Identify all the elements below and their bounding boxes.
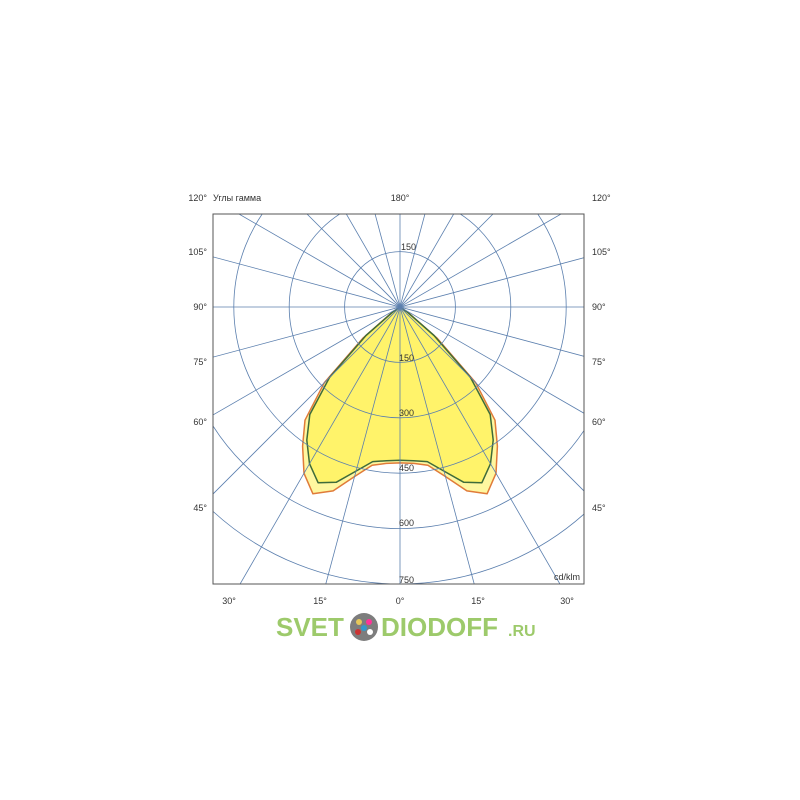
angle-label-left: 90°: [193, 302, 207, 312]
angle-label-right: 105°: [592, 247, 611, 257]
angle-label-left: 45°: [193, 503, 207, 513]
angle-label-left: 120°: [188, 193, 207, 203]
ring-label: 600: [399, 518, 414, 528]
chart-frame: [212, 213, 585, 585]
watermark-suffix: .RU: [508, 623, 536, 640]
upper-ring-label: 150: [401, 242, 416, 252]
angle-label-right: 75°: [592, 357, 606, 367]
angle-label-bottom: 30°: [222, 596, 236, 606]
spoke-165: [325, 214, 426, 584]
angle-label-bottom: 15°: [313, 596, 327, 606]
top-angle-label: 180°: [391, 193, 410, 203]
angle-label-left: 105°: [188, 247, 207, 257]
ring-label: 450: [399, 463, 414, 473]
angle-label-right: 45°: [592, 503, 606, 513]
watermark-text-left: SVET: [276, 612, 344, 642]
angle-label-right: 60°: [592, 417, 606, 427]
ring-label: 300: [399, 408, 414, 418]
watermark-text-right: DIODOFF: [381, 612, 498, 642]
ring-label: 150: [399, 353, 414, 363]
angle-label-bottom: 15°: [471, 596, 485, 606]
ring-label: 750: [399, 575, 414, 585]
title-label: Углы гамма: [213, 193, 261, 203]
angle-label-right: 90°: [592, 302, 606, 312]
angle-label-left: 60°: [193, 417, 207, 427]
angle-label-bottom: 30°: [560, 596, 574, 606]
angle-label-bottom: 0°: [396, 596, 405, 606]
angle-label-right: 120°: [592, 193, 611, 203]
unit-label: cd/klm: [554, 572, 580, 582]
watermark-logo: SVET DIODOFF .RU: [276, 612, 536, 642]
angle-label-left: 75°: [193, 357, 207, 367]
